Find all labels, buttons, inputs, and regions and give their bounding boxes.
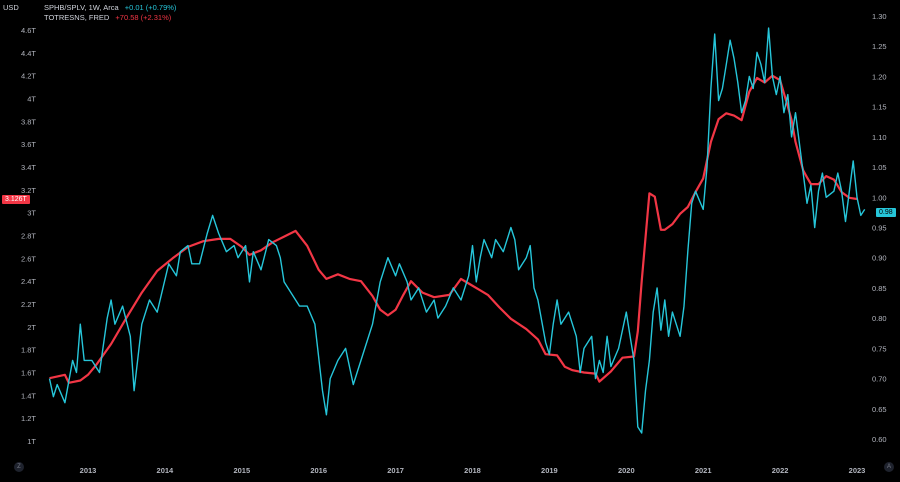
legend-row-ratio[interactable]: SPHB/SPLV, 1W, Arca +0.01 (+0.79%) bbox=[44, 3, 176, 13]
right-tick-label: 0.60 bbox=[872, 435, 887, 444]
right-tick-label: 1.30 bbox=[872, 12, 887, 21]
left-tick-label: 2.6T bbox=[21, 254, 36, 263]
legend: SPHB/SPLV, 1W, Arca +0.01 (+0.79%) TOTRE… bbox=[44, 3, 176, 23]
right-price-badge: 0.98 bbox=[876, 208, 896, 217]
x-tick-label: 2019 bbox=[541, 466, 558, 475]
left-tick-label: 1.6T bbox=[21, 369, 36, 378]
left-tick-label: 4.6T bbox=[21, 26, 36, 35]
left-tick-label: 3.8T bbox=[21, 117, 36, 126]
series-line-ratio bbox=[48, 27, 866, 434]
left-tick-label: 2T bbox=[27, 323, 36, 332]
left-tick-label: 3.2T bbox=[21, 186, 36, 195]
x-tick-label: 2021 bbox=[695, 466, 712, 475]
x-tick-label: 2017 bbox=[387, 466, 404, 475]
right-tick-label: 0.70 bbox=[872, 375, 887, 384]
left-tick-label: 3.4T bbox=[21, 163, 36, 172]
series-line-reserves bbox=[49, 74, 858, 384]
x-tick-label: 2023 bbox=[849, 466, 866, 475]
left-price-badge: 3.126T bbox=[2, 195, 30, 204]
right-tick-label: 0.85 bbox=[872, 284, 887, 293]
left-tick-label: 1T bbox=[27, 437, 36, 446]
x-tick-label: 2020 bbox=[618, 466, 635, 475]
right-tick-label: 0.90 bbox=[872, 254, 887, 263]
right-tick-label: 0.95 bbox=[872, 224, 887, 233]
x-tick-label: 2018 bbox=[464, 466, 481, 475]
x-tick-label: 2015 bbox=[233, 466, 250, 475]
right-tick-label: 1.25 bbox=[872, 42, 887, 51]
legend-change: +70.58 (+2.31%) bbox=[115, 13, 172, 22]
left-tick-label: 1.8T bbox=[21, 346, 36, 355]
right-tick-label: 1.00 bbox=[872, 193, 887, 202]
left-tick-label: 2.2T bbox=[21, 300, 36, 309]
right-tick-label: 0.65 bbox=[872, 405, 887, 414]
left-tick-label: 3T bbox=[27, 209, 36, 218]
x-tick-label: 2022 bbox=[772, 466, 789, 475]
right-tick-label: 1.10 bbox=[872, 133, 887, 142]
left-tick-label: 4.4T bbox=[21, 49, 36, 58]
unit-label: USD bbox=[3, 3, 19, 12]
legend-change: +0.01 (+0.79%) bbox=[124, 3, 177, 12]
x-tick-label: 2014 bbox=[157, 466, 175, 475]
left-tick-label: 2.4T bbox=[21, 277, 36, 286]
right-tick-label: 1.15 bbox=[872, 103, 887, 112]
x-tick-label: 2013 bbox=[80, 466, 97, 475]
left-tick-label: 3.6T bbox=[21, 140, 36, 149]
left-tick-label: 4T bbox=[27, 95, 36, 104]
right-tick-label: 0.75 bbox=[872, 344, 887, 353]
left-tick-label: 1.4T bbox=[21, 391, 36, 400]
left-tick-label: 4.2T bbox=[21, 72, 36, 81]
legend-symbol: SPHB/SPLV, 1W, Arca bbox=[44, 3, 119, 12]
timezone-button[interactable]: Z bbox=[14, 462, 24, 472]
left-tick-label: 1.2T bbox=[21, 414, 36, 423]
x-tick-label: 2016 bbox=[310, 466, 327, 475]
legend-symbol: TOTRESNS, FRED bbox=[44, 13, 110, 22]
right-tick-label: 1.20 bbox=[872, 72, 887, 81]
left-tick-label: 2.8T bbox=[21, 232, 36, 241]
right-tick-label: 0.80 bbox=[872, 314, 887, 323]
right-tick-label: 1.05 bbox=[872, 163, 887, 172]
legend-row-reserves[interactable]: TOTRESNS, FRED +70.58 (+2.31%) bbox=[44, 13, 176, 23]
auto-scale-button[interactable]: A bbox=[884, 462, 894, 472]
